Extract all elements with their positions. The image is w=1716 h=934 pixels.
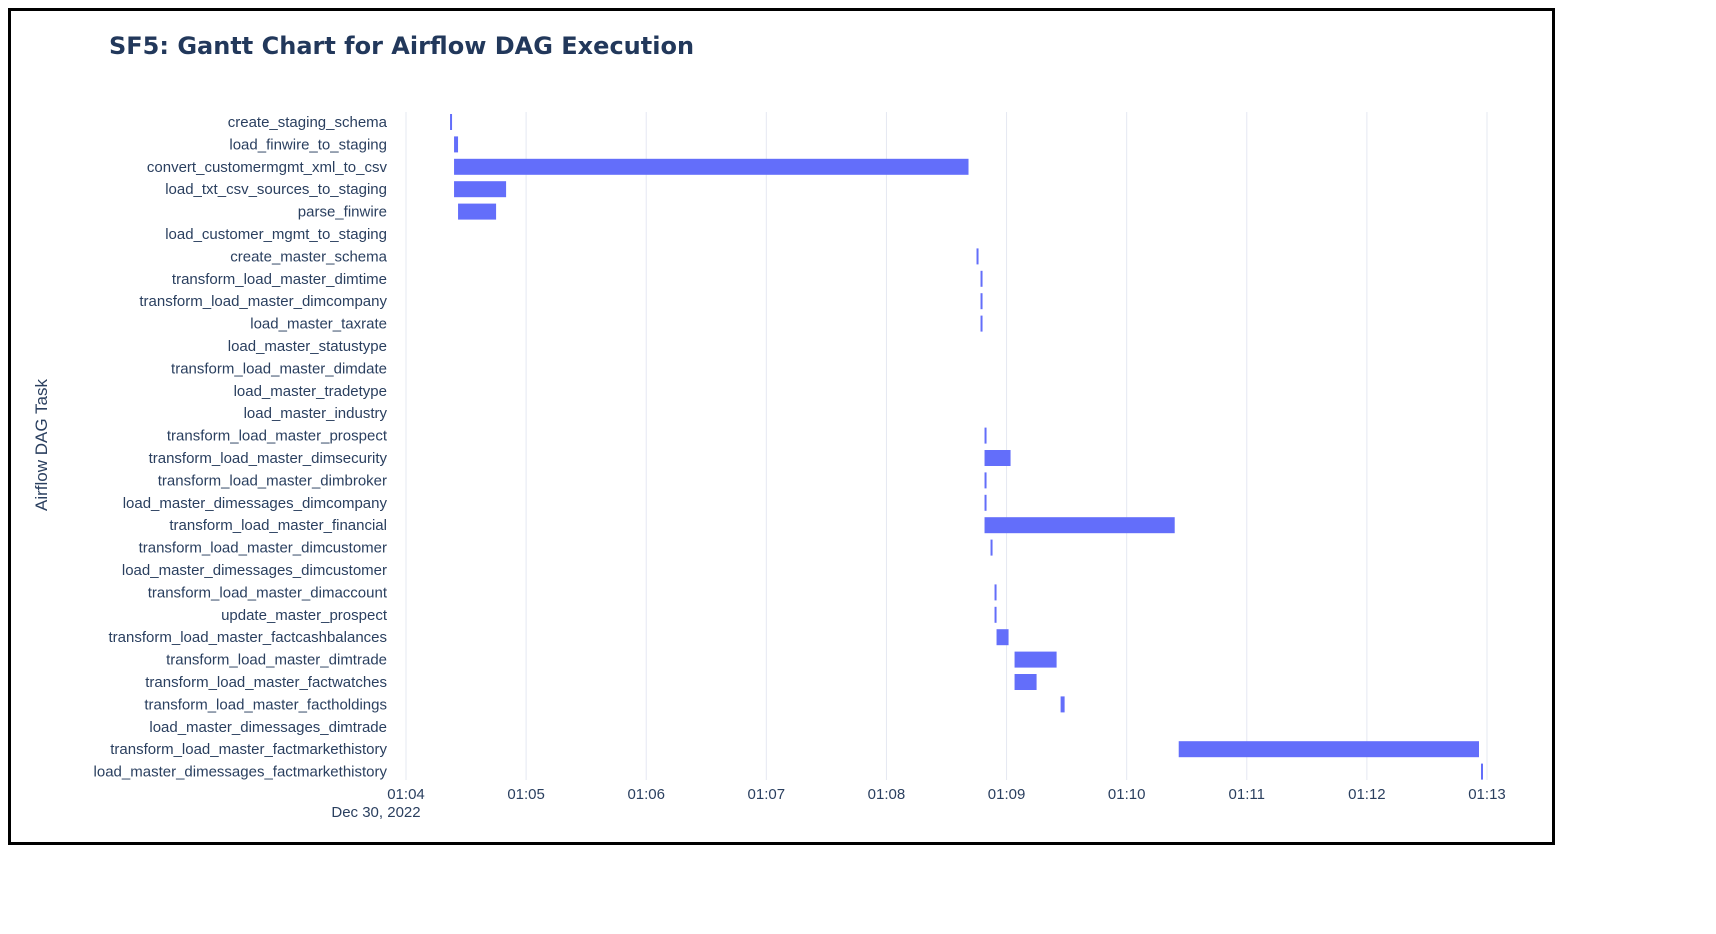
task-bar[interactable] (994, 584, 997, 601)
task-bar[interactable] (458, 203, 497, 220)
task-bar[interactable] (1480, 763, 1483, 780)
task-label: load_master_dimessages_dimcompany (123, 495, 388, 512)
task-label: transform_load_master_dimsecurity (149, 450, 388, 467)
task-label: transform_load_master_dimcompany (139, 293, 387, 310)
task-bar[interactable] (984, 427, 987, 444)
task-label: create_master_schema (230, 248, 387, 265)
task-bar[interactable] (454, 181, 507, 198)
x-tick-label: 01:08 (868, 786, 906, 803)
task-bar[interactable] (990, 539, 993, 556)
task-bar[interactable] (980, 315, 983, 332)
task-bar[interactable] (984, 494, 987, 511)
task-label: load_master_dimessages_dimtrade (149, 719, 387, 736)
x-tick-label: 01:09 (988, 786, 1026, 803)
task-label: parse_finwire (298, 204, 387, 221)
task-label: transform_load_master_factholdings (144, 696, 387, 713)
task-bar[interactable] (1060, 696, 1065, 713)
task-bar[interactable] (1178, 741, 1479, 758)
task-bar[interactable] (996, 629, 1009, 646)
task-label: load_customer_mgmt_to_staging (165, 226, 387, 243)
task-bar[interactable] (450, 114, 453, 130)
task-label: load_master_industry (244, 405, 388, 422)
task-label: transform_load_master_factcashbalances (109, 629, 387, 646)
x-tick-label: 01:11 (1229, 786, 1265, 803)
task-label: load_master_statustype (228, 338, 387, 355)
task-labels: create_staging_schema load_finwire_to_sta… (94, 114, 388, 781)
task-label: load_finwire_to_staging (229, 136, 387, 153)
task-label: transform_load_master_dimdate (171, 360, 387, 377)
task-bar[interactable] (454, 158, 969, 175)
task-bar[interactable] (1014, 651, 1057, 668)
x-tick-label: 01:13 (1468, 786, 1506, 803)
task-bar[interactable] (984, 450, 1011, 466)
task-label: load_txt_csv_sources_to_staging (165, 181, 387, 198)
task-label: load_master_dimessages_factmarkethistory (94, 764, 388, 781)
task-label: transform_load_master_dimaccount (148, 584, 388, 601)
task-label: transform_load_master_factwatches (145, 674, 387, 691)
task-bar[interactable] (984, 517, 1175, 534)
x-tick-label: 01:05 (507, 786, 545, 803)
task-bar[interactable] (994, 606, 997, 623)
task-label: transform_load_master_dimtrade (166, 652, 387, 669)
task-label: transform_load_master_dimbroker (158, 472, 387, 489)
task-label: create_staging_schema (228, 114, 388, 131)
chart-title: SF5: Gantt Chart for Airflow DAG Executi… (109, 32, 694, 60)
x-tick-labels: 01:04 01:05 01:06 01:07 01:08 01:09 01:10 01:11… (387, 786, 1506, 803)
task-bar[interactable] (980, 293, 983, 310)
task-label: transform_load_master_prospect (167, 428, 388, 445)
grid-layer (405, 112, 1488, 780)
task-label: load_master_tradetype (234, 383, 387, 400)
gantt-chart: SF5: Gantt Chart for Airflow DAG Executi… (32, 32, 1506, 821)
task-label: transform_load_master_dimtime (172, 271, 387, 288)
x-tick-label: 01:10 (1108, 786, 1146, 803)
task-label: transform_load_master_dimcustomer (139, 540, 387, 557)
bars-layer (450, 114, 1483, 780)
task-label: convert_customermgmt_xml_to_csv (147, 159, 388, 176)
x-tick-label: 01:06 (627, 786, 665, 803)
task-label: update_master_prospect (221, 607, 388, 624)
task-label: transform_load_master_financial (169, 517, 387, 534)
x-tick-label: 01:04 (387, 786, 425, 803)
task-label: load_master_taxrate (250, 316, 387, 333)
task-bar[interactable] (454, 136, 459, 153)
x-tick-label: 01:07 (748, 786, 786, 803)
y-axis-title: Airflow DAG Task (32, 379, 51, 511)
task-bar[interactable] (980, 270, 983, 287)
task-label: transform_load_master_factmarkethistory (110, 741, 387, 758)
task-bar[interactable] (976, 248, 979, 265)
task-bar[interactable] (1014, 674, 1037, 690)
x-axis-date-label: Dec 30, 2022 (331, 804, 420, 821)
x-tick-label: 01:12 (1348, 786, 1386, 803)
task-bar[interactable] (984, 472, 987, 489)
chart-frame: SF5: Gantt Chart for Airflow DAG Executi… (8, 8, 1555, 845)
task-label: load_master_dimessages_dimcustomer (122, 562, 387, 579)
